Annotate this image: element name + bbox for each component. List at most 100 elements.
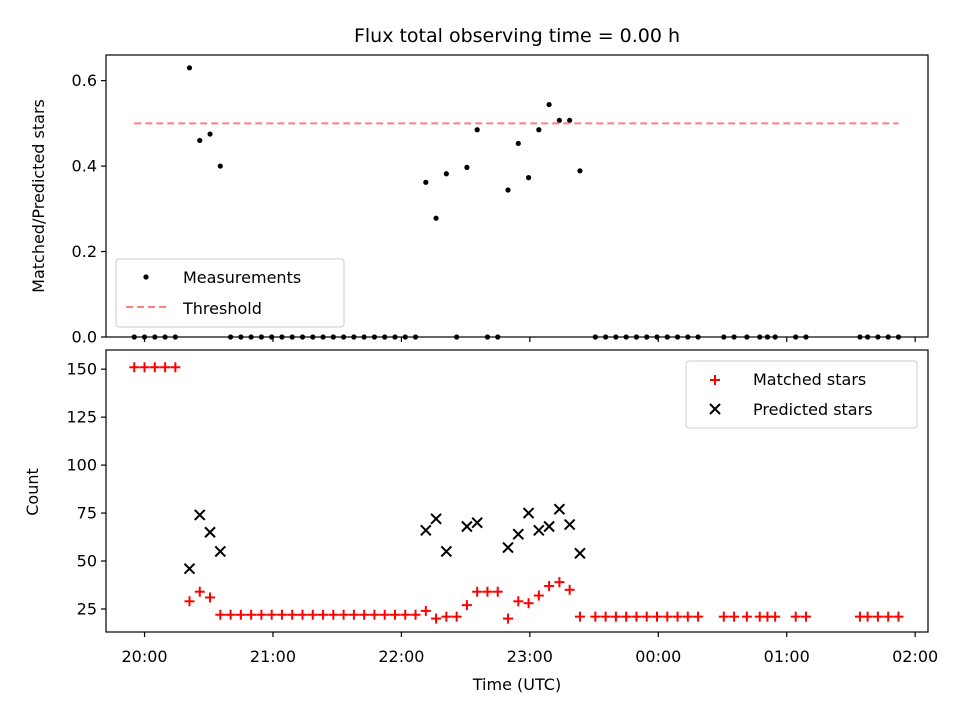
- top-panel-legend: Measurements Threshold: [115, 258, 345, 328]
- matched-star-point: [564, 584, 575, 595]
- predicted-star-point: [194, 509, 206, 521]
- measurement-point: [505, 187, 511, 193]
- matched-star-point: [790, 611, 801, 622]
- matched-star-point: [682, 611, 693, 622]
- matched-star-point: [338, 609, 349, 620]
- predicted-star-point: [522, 507, 535, 519]
- matched-star-point: [590, 611, 601, 622]
- matched-star-point: [503, 613, 514, 624]
- matched-star-point: [621, 611, 632, 622]
- x-tick-label: 02:00: [892, 647, 938, 666]
- measurement-point: [464, 164, 470, 170]
- matched-star-point: [533, 590, 544, 601]
- matched-star-point: [205, 592, 216, 603]
- bottom-panel-marks: [129, 362, 904, 624]
- bottom-panel-frame: [105, 349, 929, 633]
- matched-star-point: [420, 605, 431, 616]
- matched-star-point: [662, 611, 673, 622]
- predicted-star-point: [204, 526, 216, 538]
- matched-star-point: [225, 609, 236, 620]
- matched-star-point: [215, 609, 226, 620]
- matched-star-point: [492, 586, 503, 597]
- measurement-point: [525, 175, 532, 181]
- y-tick-label: 0.6: [72, 71, 97, 90]
- top-panel-title: Flux total observing time = 0.00 h: [354, 25, 680, 47]
- predicted-star-point: [553, 503, 566, 515]
- matched-star-point: [600, 611, 611, 622]
- x-tick-label: 20:00: [121, 647, 167, 666]
- matched-star-point: [862, 611, 873, 622]
- top-legend-box: [115, 258, 345, 328]
- matched-star-point: [256, 609, 267, 620]
- matched-star-point: [461, 600, 472, 611]
- measurement-point: [443, 171, 449, 177]
- matched-star-point: [160, 362, 171, 373]
- matched-star-point: [297, 609, 308, 620]
- matched-star-point: [276, 609, 287, 620]
- matched-star-point: [872, 611, 883, 622]
- matched-star-point: [287, 609, 298, 620]
- matched-star-point: [318, 609, 329, 620]
- matched-star-point: [400, 609, 411, 620]
- matched-star-point: [800, 611, 811, 622]
- top-panel-ylabel: Matched/Predicted stars: [29, 99, 48, 293]
- y-tick-label: 75: [77, 504, 97, 523]
- y-tick-label: 150: [66, 360, 97, 379]
- predicted-star-point: [502, 541, 514, 554]
- matched-star-point: [718, 611, 729, 622]
- matched-star-point: [770, 611, 781, 622]
- x-tick-label: 22:00: [378, 647, 424, 666]
- x-tick-label: 21:00: [250, 647, 296, 666]
- predicted-star-point: [183, 562, 196, 575]
- y-tick-label: 125: [66, 408, 97, 427]
- matched-star-point: [513, 596, 524, 607]
- bottom-panel-ylabel: Count: [23, 468, 42, 516]
- measurement-point: [423, 179, 429, 185]
- measurement-point: [556, 117, 562, 123]
- matched-star-point: [631, 611, 642, 622]
- matched-star-point: [246, 609, 257, 620]
- x-tick-label: 23:00: [507, 647, 553, 666]
- predicted-star-point: [543, 520, 555, 533]
- matched-star-point: [194, 586, 205, 597]
- matched-star-point: [170, 362, 181, 373]
- top-panel-frame: [105, 54, 929, 338]
- matched-star-point: [389, 609, 400, 620]
- predicted-star-point: [563, 518, 576, 531]
- matched-star-point: [410, 609, 421, 620]
- bottom-legend-label-matched: Matched stars: [753, 370, 866, 389]
- matched-star-point: [641, 611, 652, 622]
- predicted-star-point: [574, 547, 586, 560]
- top-legend-marker-measurements: [143, 274, 149, 280]
- matched-star-point: [184, 596, 195, 607]
- matched-star-point: [610, 611, 621, 622]
- matched-star-point: [149, 362, 160, 373]
- x-tick-label: 00:00: [635, 647, 681, 666]
- top-panel-ticks: 0.0 0.2 0.4 0.6: [72, 71, 916, 347]
- matched-star-point: [554, 577, 565, 588]
- matched-star-point: [482, 586, 493, 597]
- predicted-star-point: [471, 516, 483, 529]
- bottom-legend-marker-predicted: [709, 403, 721, 415]
- matched-star-point: [348, 609, 359, 620]
- measurement-point: [536, 127, 542, 133]
- y-tick-label: 50: [77, 552, 97, 571]
- predicted-star-point: [512, 528, 524, 540]
- matched-star-point: [893, 611, 904, 622]
- bottom-panel-ticks: 25 50 75 100 125 150 20:00 21:00 22:00 23:00 00:00…: [66, 360, 938, 666]
- matched-star-point: [139, 362, 150, 373]
- predicted-star-point: [420, 524, 432, 537]
- measurement-point: [433, 215, 439, 221]
- matched-star-point: [369, 609, 380, 620]
- matched-star-point: [729, 611, 740, 622]
- measurement-point: [567, 117, 573, 123]
- matched-star-point: [235, 609, 246, 620]
- bottom-legend-box: [685, 360, 918, 429]
- predicted-star-point: [461, 520, 473, 533]
- predicted-star-point: [440, 545, 453, 558]
- top-legend-label-measurements: Measurements: [183, 268, 301, 287]
- matched-star-point: [441, 611, 452, 622]
- matched-star-point: [266, 609, 277, 620]
- matched-star-point: [574, 611, 585, 622]
